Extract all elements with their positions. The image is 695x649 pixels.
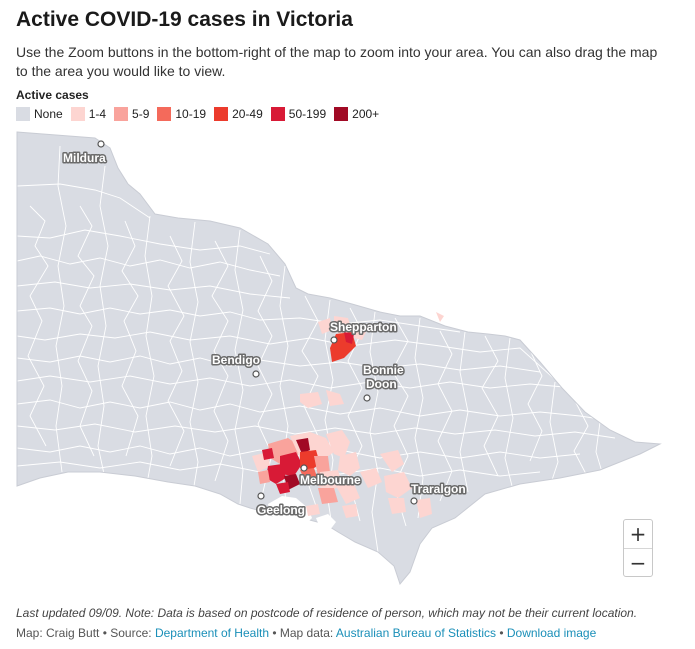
footnote: Last updated 09/09. Note: Data is based … [16,606,638,620]
marker-bonnie-doon [363,394,371,402]
legend: None 1-4 5-9 10-19 20-49 50-199 200+ [16,107,387,121]
map-data-link[interactable]: Australian Bureau of Statistics [335,626,496,640]
label-traralgon: Traralgon [411,482,466,496]
label-bonnie: Bonnie [363,363,404,377]
victoria-map[interactable]: Mildura Shepparton Bendigo Bonnie Doon M… [0,126,695,596]
label-geelong: Geelong [257,503,305,517]
download-image-link[interactable]: Download image [506,626,597,640]
legend-label: None [34,107,63,121]
legend-item-200-plus: 200+ [334,107,379,121]
credits: Map: Craig Butt • Source: Department of … [16,626,596,640]
map-canvas[interactable]: Mildura Shepparton Bendigo Bonnie Doon M… [0,126,695,596]
credit-author: Map: Craig Butt [16,626,100,640]
city-labels: Mildura Shepparton Bendigo Bonnie Doon M… [62,150,468,519]
page-title: Active COVID-19 cases in Victoria [16,8,353,31]
credit-sep: • Source: [99,626,155,640]
legend-item-none: None [16,107,63,121]
legend-label: 200+ [352,107,380,121]
legend-title: Active cases [16,88,89,102]
marker-shepparton [330,336,338,344]
zoom-out-button[interactable]: − [629,551,647,575]
legend-item-10-19: 10-19 [157,107,206,121]
legend-label: 10-19 [175,107,207,121]
marker-melbourne [300,464,308,472]
legend-item-1-4: 1-4 [70,107,107,121]
zoom-in-button[interactable]: + [629,522,647,546]
label-doon: Doon [366,377,397,391]
legend-item-20-49: 20-49 [214,107,263,121]
legend-swatch [114,107,129,121]
case-areas-melbourne [252,430,432,518]
marker-mildura [97,140,105,148]
subtitle: Use the Zoom buttons in the bottom-right… [16,44,658,79]
marker-traralgon [410,497,418,505]
marker-geelong [257,492,265,500]
city-markers [97,140,418,505]
legend-item-50-199: 50-199 [270,107,327,121]
label-mildura: Mildura [63,151,106,165]
credit-sep: • Map data: [269,626,336,640]
legend-label: 5-9 [132,107,150,121]
legend-label: 1-4 [88,107,107,121]
source-link[interactable]: Department of Health [154,626,269,640]
legend-swatch [334,107,349,121]
zoom-control: + − [623,519,653,577]
label-melbourne: Melbourne [300,473,361,487]
legend-swatch [270,107,285,121]
legend-swatch [214,107,229,121]
credit-sep: • [496,626,507,640]
legend-swatch [157,107,172,121]
legend-swatch [16,107,30,121]
label-shepparton: Shepparton [330,320,397,334]
marker-bendigo [252,370,260,378]
western-port [316,514,336,530]
legend-label: 20-49 [232,107,263,121]
zoom-divider [624,548,652,549]
legend-item-5-9: 5-9 [114,107,149,121]
port-phillip-bay [268,496,312,526]
legend-swatch [70,107,85,121]
label-bendigo: Bendigo [212,353,260,367]
legend-label: 50-199 [288,107,327,121]
